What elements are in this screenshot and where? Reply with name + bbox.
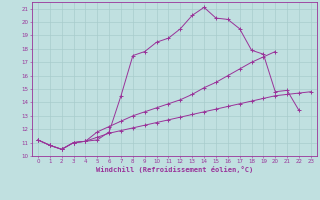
X-axis label: Windchill (Refroidissement éolien,°C): Windchill (Refroidissement éolien,°C): [96, 166, 253, 173]
